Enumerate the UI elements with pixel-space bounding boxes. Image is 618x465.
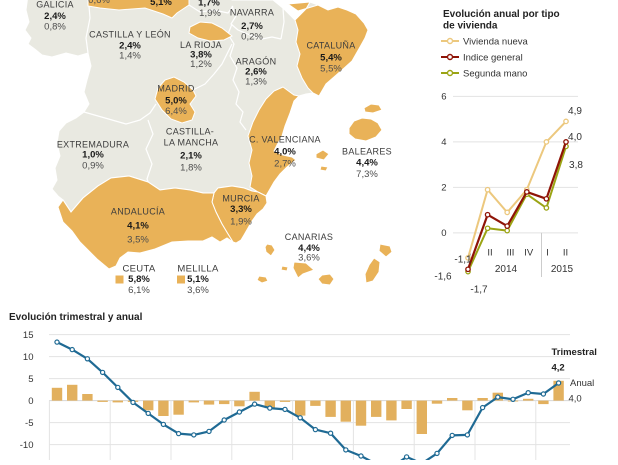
svg-text:CEUTA: CEUTA — [123, 264, 156, 275]
svg-text:3,8: 3,8 — [569, 160, 583, 171]
svg-text:4,0: 4,0 — [569, 394, 582, 405]
svg-text:0,8%: 0,8% — [44, 22, 66, 33]
svg-text:I: I — [546, 248, 549, 259]
svg-text:5,1%: 5,1% — [187, 274, 209, 285]
svg-text:2015: 2015 — [551, 264, 574, 275]
svg-text:0,9%: 0,9% — [82, 161, 104, 172]
svg-text:1,7%: 1,7% — [198, 0, 220, 9]
svg-text:3,8%: 3,8% — [190, 50, 212, 61]
svg-text:4,2: 4,2 — [552, 363, 565, 374]
svg-text:EXTREMADURA: EXTREMADURA — [57, 140, 129, 150]
svg-text:6,1%: 6,1% — [128, 285, 150, 296]
svg-text:4,0%: 4,0% — [274, 147, 296, 158]
svg-text:5,0%: 5,0% — [165, 96, 187, 107]
svg-text:2,7%: 2,7% — [274, 159, 296, 170]
svg-text:5,5%: 5,5% — [320, 64, 342, 75]
svg-text:4,0: 4,0 — [568, 132, 582, 143]
svg-text:IV: IV — [524, 248, 534, 259]
svg-text:Evolución anual por tipo: Evolución anual por tipo — [443, 9, 560, 20]
svg-text:CASTILLA-: CASTILLA- — [166, 127, 214, 137]
svg-text:-1,7: -1,7 — [470, 285, 488, 296]
svg-text:5,1%: 5,1% — [150, 0, 172, 8]
svg-text:2,4%: 2,4% — [119, 41, 141, 52]
svg-text:2,7%: 2,7% — [241, 21, 263, 32]
svg-text:CASTILLA Y LEÓN: CASTILLA Y LEÓN — [89, 30, 171, 40]
svg-text:1,9%: 1,9% — [199, 8, 221, 19]
svg-text:5,8%: 5,8% — [128, 274, 150, 285]
svg-text:CANARIAS: CANARIAS — [285, 232, 333, 242]
svg-text:ANDALUCÍA: ANDALUCÍA — [111, 207, 165, 217]
svg-text:4,1%: 4,1% — [127, 221, 149, 232]
svg-text:de vivienda: de vivienda — [443, 21, 498, 32]
svg-text:0,2%: 0,2% — [241, 32, 263, 43]
svg-text:-1,6: -1,6 — [434, 271, 452, 282]
svg-text:10: 10 — [23, 352, 34, 363]
svg-text:BALEARES: BALEARES — [342, 147, 392, 157]
svg-text:CATALUÑA: CATALUÑA — [306, 41, 355, 51]
svg-text:1,4%: 1,4% — [119, 51, 141, 62]
svg-text:Segunda mano: Segunda mano — [463, 68, 527, 79]
svg-text:4,4%: 4,4% — [356, 158, 378, 169]
svg-text:-10: -10 — [20, 440, 34, 451]
svg-text:-5: -5 — [25, 418, 33, 429]
svg-text:1,8%: 1,8% — [180, 163, 202, 174]
svg-text:II: II — [487, 248, 492, 259]
svg-text:GALICIA: GALICIA — [36, 0, 74, 10]
svg-text:7,3%: 7,3% — [356, 169, 378, 180]
svg-text:MELILLA: MELILLA — [177, 264, 219, 275]
svg-text:Indice general: Indice general — [463, 52, 523, 63]
svg-text:MADRID: MADRID — [157, 84, 194, 94]
svg-text:3,6%: 3,6% — [187, 285, 209, 296]
svg-text:2,4%: 2,4% — [44, 11, 66, 22]
svg-text:Trimestral: Trimestral — [552, 347, 597, 358]
svg-text:0: 0 — [441, 228, 446, 239]
svg-text:MURCIA: MURCIA — [222, 194, 259, 204]
svg-text:LA RIOJA: LA RIOJA — [180, 40, 222, 50]
svg-text:5,4%: 5,4% — [320, 53, 342, 64]
svg-text:2014: 2014 — [495, 264, 518, 275]
svg-text:1,3%: 1,3% — [245, 77, 267, 88]
svg-text:ARAGÓN: ARAGÓN — [236, 57, 277, 67]
svg-text:-1,1: -1,1 — [454, 255, 472, 266]
svg-text:C. VALENCIANA: C. VALENCIANA — [249, 135, 321, 145]
svg-text:3,3%: 3,3% — [230, 204, 252, 215]
svg-text:5: 5 — [28, 374, 33, 385]
svg-text:Evolución trimestral y anual: Evolución trimestral y anual — [9, 312, 143, 323]
svg-text:4,9: 4,9 — [568, 106, 582, 117]
svg-text:2,1%: 2,1% — [180, 151, 202, 162]
svg-text:15: 15 — [23, 330, 34, 341]
svg-text:6: 6 — [441, 92, 446, 103]
svg-text:1,2%: 1,2% — [190, 59, 212, 70]
svg-text:0: 0 — [28, 396, 33, 407]
svg-text:6,4%: 6,4% — [165, 106, 187, 117]
svg-text:III: III — [507, 248, 515, 259]
svg-text:4,4%: 4,4% — [298, 243, 320, 254]
svg-text:4: 4 — [441, 137, 446, 148]
svg-text:1,9%: 1,9% — [230, 217, 252, 228]
svg-text:2: 2 — [441, 183, 446, 194]
svg-text:LA MANCHA: LA MANCHA — [164, 138, 219, 148]
svg-text:II: II — [563, 248, 568, 259]
svg-text:0,6%: 0,6% — [88, 0, 110, 6]
svg-text:2,6%: 2,6% — [245, 67, 267, 78]
svg-text:3,5%: 3,5% — [127, 235, 149, 246]
svg-text:Anual: Anual — [570, 378, 594, 389]
svg-text:Vivienda nueva: Vivienda nueva — [463, 36, 529, 47]
svg-text:NAVARRA: NAVARRA — [230, 8, 274, 18]
svg-text:1,0%: 1,0% — [82, 150, 104, 161]
svg-text:3,6%: 3,6% — [298, 253, 320, 264]
